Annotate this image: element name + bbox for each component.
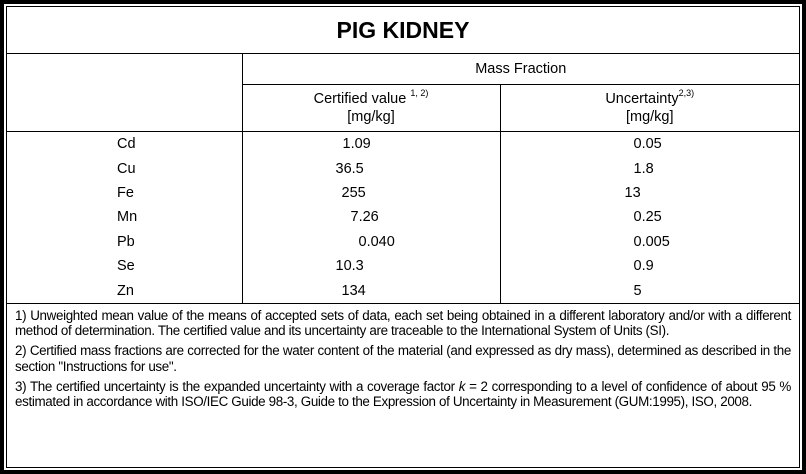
table-row: Pb 0.040 0.005 [7,229,799,254]
table-title: PIG KIDNEY [7,7,799,54]
certified-value-header: Certified value 1, 2) [mg/kg] [241,84,501,132]
mass-fraction-header: Mass Fraction [241,53,799,85]
footnotes: 1) Unweighted mean value of the means of… [7,304,799,410]
footnote-3: 3) The certified uncertainty is the expa… [15,378,791,410]
table-row: Mn 7.26 0.25 [7,205,799,230]
table-row: Fe 255 13 [7,180,799,206]
element-header [7,53,243,132]
footnote-1: 1) Unweighted mean value of the means of… [15,307,791,339]
table-row: Cd 1.09 0.05 [7,131,799,157]
table-row: Zn 134 5 [7,278,799,304]
table-row: Se 10.3 0.9 [7,253,799,279]
certified-values-table: PIG KIDNEY Mass Fraction Certified value… [7,7,799,304]
table-row: Cu 36.5 1.8 [7,156,799,181]
uncertainty-header: Uncertainty2,3) [mg/kg] [499,84,799,132]
footnote-2: 2) Certified mass fractions are correcte… [15,343,791,374]
